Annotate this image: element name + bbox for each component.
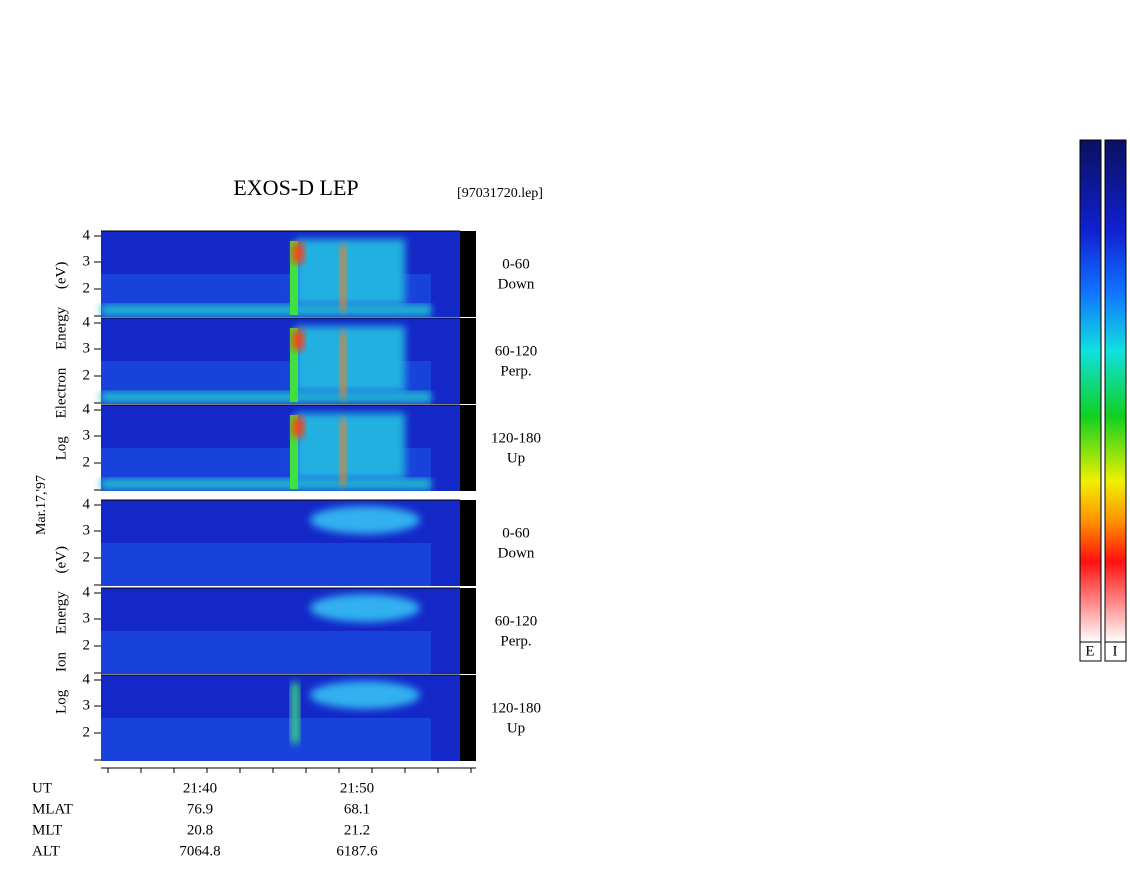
y-tick-label: 4 [83, 671, 91, 687]
panel-direction: Up [507, 720, 525, 736]
colorbars: E I [1079, 139, 1127, 662]
row-value: 76.9 [187, 801, 213, 817]
event [340, 332, 346, 398]
row-label: UT [32, 780, 52, 796]
row-label: ALT [32, 843, 60, 859]
y-axis-label: Log Electron Energy (eV) [53, 262, 69, 461]
colorbar [1079, 139, 1102, 643]
panel-direction: Perp. [500, 633, 531, 649]
row-value: 20.8 [187, 822, 213, 838]
fill-band [101, 718, 431, 761]
low-energy-band [101, 392, 431, 402]
data-gap [460, 318, 476, 404]
date: Mar.17,'97 [34, 475, 49, 535]
row-value: 6187.6 [336, 843, 378, 859]
data-gap [460, 588, 476, 674]
event-core [292, 243, 304, 263]
data-gap [460, 231, 476, 317]
row-label: MLAT [32, 801, 73, 817]
y-tick-label: 2 [83, 724, 91, 740]
row-label: MLT [32, 822, 62, 838]
y-tick-label: 3 [83, 610, 91, 626]
event [290, 328, 298, 402]
fill-band [101, 631, 431, 674]
event [295, 413, 405, 479]
event [310, 506, 420, 534]
y-tick-label: 4 [83, 314, 91, 330]
x-tick-label: 21:50 [340, 780, 374, 796]
panel-direction: Down [498, 545, 535, 561]
event [295, 239, 405, 305]
y-tick-label: 3 [83, 427, 91, 443]
y-axis-label: Log Ion Energy (eV) [53, 546, 69, 714]
y-tick-label: 2 [83, 280, 91, 296]
panel-range: 60-120 [495, 613, 538, 629]
colorbar-label: E [1085, 643, 1094, 659]
event [340, 245, 346, 311]
fill-band [101, 543, 431, 586]
x-tick-label: 21:40 [183, 780, 217, 796]
panel-range: 120-180 [491, 430, 541, 446]
y-tick-label: 3 [83, 522, 91, 538]
panel-range: 60-120 [495, 343, 538, 359]
y-tick-label: 4 [83, 401, 91, 417]
y-tick-label: 2 [83, 549, 91, 565]
event [290, 241, 298, 315]
title: EXOS-D LEP [233, 175, 358, 200]
colorbar-label-box [1104, 641, 1127, 662]
event [295, 326, 405, 392]
y-tick-label: 4 [83, 496, 91, 512]
colorbar [1104, 139, 1127, 643]
y-tick-label: 2 [83, 637, 91, 653]
row-value: 21.2 [344, 822, 370, 838]
event-core [292, 417, 304, 437]
y-tick-label: 4 [83, 227, 91, 243]
spectrograms: 4 3 2 0-60 Down 4 3 2 60-120 Perp. 4 3 2 120-180 Up 4 3 2… [83, 227, 541, 761]
low-energy-band [101, 305, 431, 315]
y-tick-label: 4 [83, 584, 91, 600]
panel-range: 0-60 [502, 256, 530, 272]
y-tick-label: 3 [83, 340, 91, 356]
event-core [292, 330, 304, 350]
row-value: 7064.8 [179, 843, 220, 859]
event [291, 683, 299, 743]
data-gap [460, 675, 476, 761]
panel-range: 120-180 [491, 700, 541, 716]
low-energy-band [101, 479, 431, 489]
panel-range: 0-60 [502, 525, 530, 541]
event [310, 681, 420, 709]
data-gap [460, 500, 476, 586]
colorbar-label-box [1079, 641, 1102, 662]
panel-direction: Perp. [500, 363, 531, 379]
row-value: 68.1 [344, 801, 370, 817]
event [290, 415, 298, 489]
file-name: [97031720.lep] [457, 186, 543, 201]
event [340, 419, 346, 485]
y-tick-label: 3 [83, 697, 91, 713]
colorbar-label: I [1113, 643, 1118, 659]
y-tick-label: 3 [83, 253, 91, 269]
y-tick-label: 2 [83, 454, 91, 470]
data-gap [460, 405, 476, 491]
panel-direction: Up [507, 450, 525, 466]
event [310, 594, 420, 622]
y-tick-label: 2 [83, 367, 91, 383]
panel-direction: Down [498, 276, 535, 292]
